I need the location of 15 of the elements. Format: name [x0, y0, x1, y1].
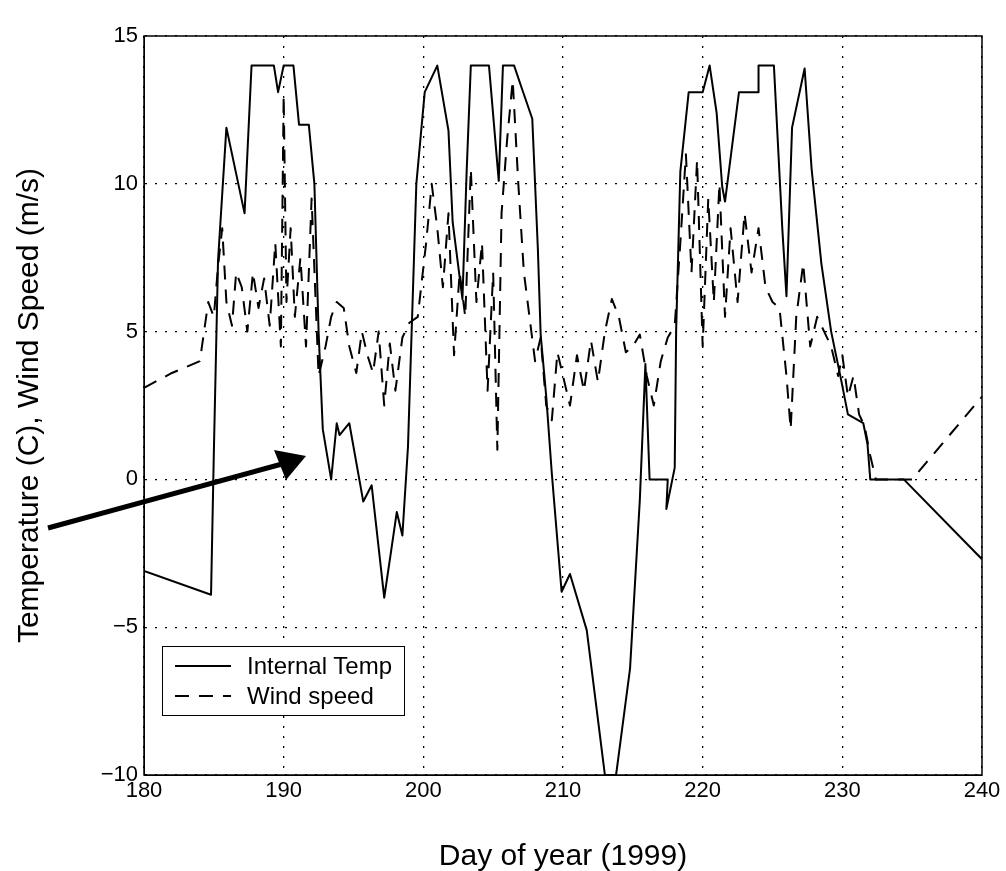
legend-label: Wind speed: [247, 681, 374, 711]
x-tick-label: 200: [404, 777, 442, 803]
x-axis-title: Day of year (1999): [438, 838, 688, 871]
x-tick-label: 210: [544, 777, 582, 803]
y-tick-label: 5: [125, 317, 138, 343]
y-tick-label: 0: [125, 465, 138, 491]
y-tick-label: 15: [113, 22, 138, 48]
y-tick-label: 10: [113, 169, 138, 195]
y-axis-title: Temperature (C), Wind Speed (m/s): [11, 167, 45, 644]
x-tick-label: 230: [823, 777, 861, 803]
legend-label: Internal Temp: [247, 651, 392, 681]
y-tick-label: −5: [112, 613, 138, 639]
x-tick-label: 220: [684, 777, 722, 803]
x-tick-label: 190: [265, 777, 303, 803]
x-tick-label: 240: [963, 777, 1001, 803]
